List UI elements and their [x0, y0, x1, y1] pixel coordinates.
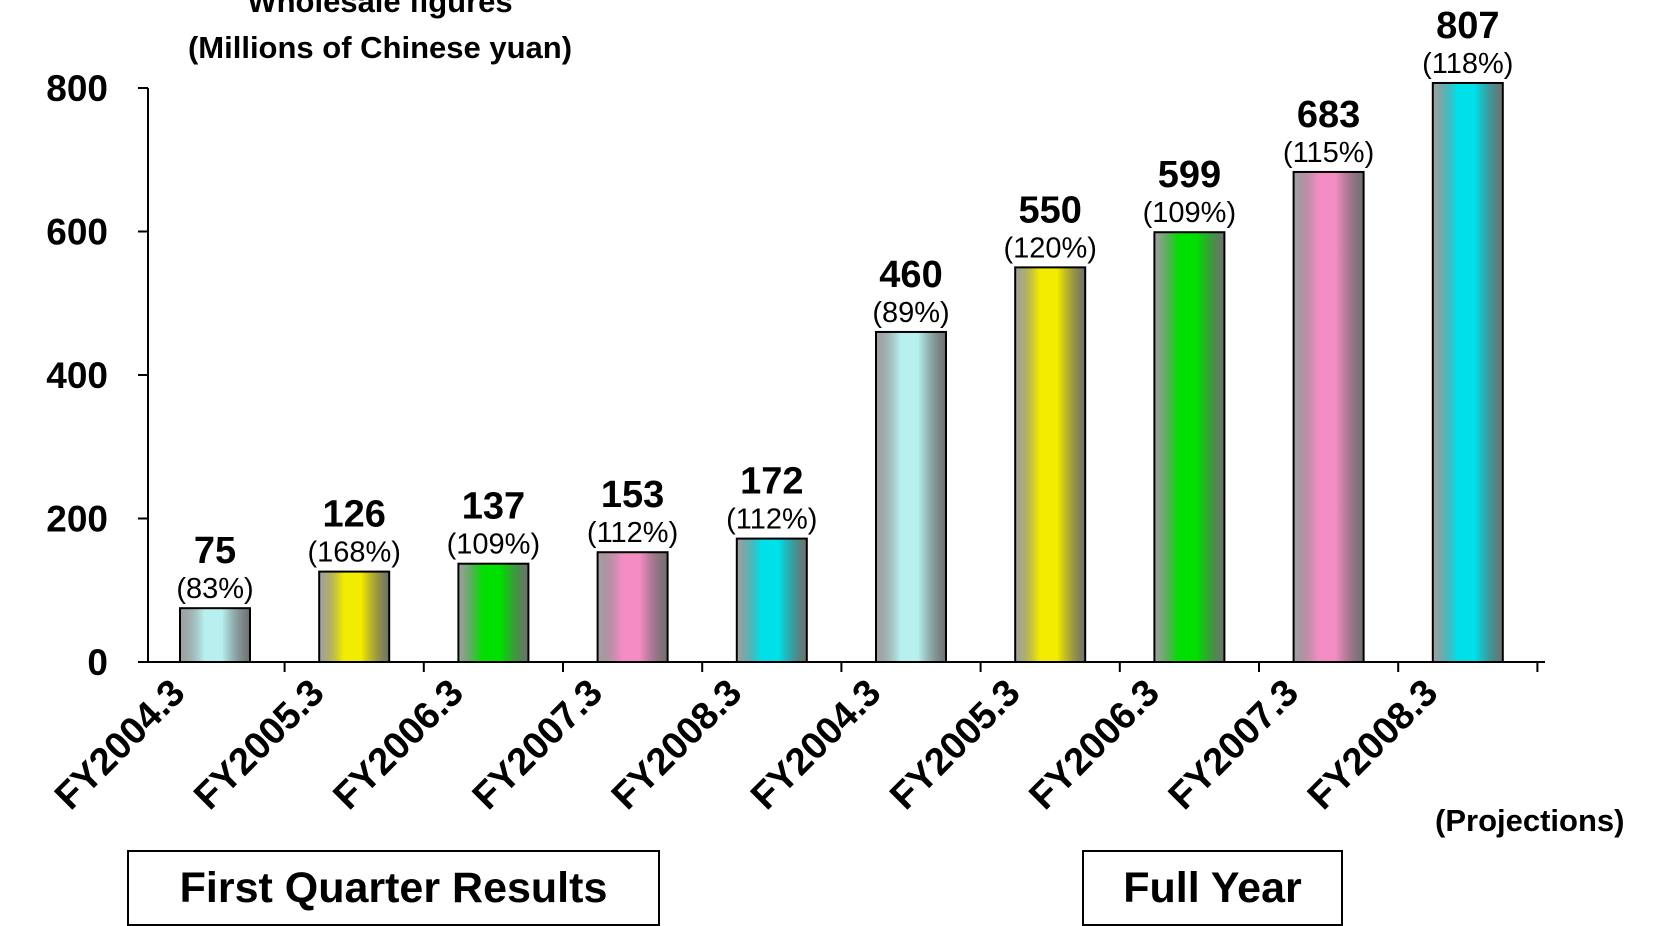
category-label: FY2008.3 [1300, 672, 1446, 818]
category-label: FY2008.3 [604, 672, 750, 818]
category-label: FY2006.3 [1022, 672, 1168, 818]
value-label: 460 [879, 254, 942, 296]
bar [457, 562, 530, 664]
bar [596, 551, 669, 663]
y-tick-label: 200 [46, 499, 108, 540]
chart-subtitle: (Millions of Chinese yuan) [187, 30, 573, 65]
growth-label: (112%) [726, 504, 817, 536]
value-label: 172 [740, 461, 803, 503]
value-label: 75 [194, 530, 236, 572]
group-label-full-year: Full Year [1082, 850, 1343, 926]
bar [1014, 266, 1087, 663]
category-label: FY2007.3 [465, 672, 611, 818]
bar [1431, 81, 1504, 664]
category-label: FY2007.3 [1161, 672, 1307, 818]
value-label: 807 [1436, 5, 1499, 47]
category-label: FY2004.3 [743, 672, 889, 818]
growth-label: (168%) [307, 537, 401, 569]
value-label: 153 [601, 474, 664, 516]
value-label: 550 [1018, 189, 1081, 231]
bar [1153, 231, 1226, 663]
value-label: 126 [322, 494, 385, 536]
bar [875, 330, 947, 663]
growth-label: (109%) [447, 529, 541, 561]
growth-label: (83%) [176, 573, 253, 605]
value-label: 599 [1158, 154, 1221, 196]
growth-label: (118%) [1422, 48, 1513, 80]
bar [318, 570, 391, 663]
y-tick-label: 800 [46, 68, 108, 109]
growth-label: (89%) [872, 297, 949, 329]
category-label: FY2006.3 [326, 672, 472, 818]
bar [735, 537, 808, 664]
growth-label: (120%) [1003, 232, 1097, 264]
y-tick-label: 400 [46, 355, 108, 396]
value-label: 137 [462, 486, 525, 528]
category-label: FY2004.3 [47, 672, 193, 818]
y-tick-label: 0 [87, 642, 108, 683]
bar [179, 607, 251, 663]
y-tick-label: 600 [46, 212, 108, 253]
group-label-first-quarter: First Quarter Results [127, 850, 660, 926]
projections-note: (Projections) [1435, 803, 1625, 838]
value-label: 683 [1297, 94, 1360, 136]
bar [1292, 170, 1365, 663]
category-label: FY2005.3 [882, 672, 1028, 818]
growth-label: (109%) [1143, 197, 1237, 229]
category-label: FY2005.3 [186, 672, 332, 818]
growth-label: (112%) [587, 517, 678, 549]
growth-label: (115%) [1283, 137, 1374, 169]
chart-title: Wholesale figures [247, 0, 513, 19]
